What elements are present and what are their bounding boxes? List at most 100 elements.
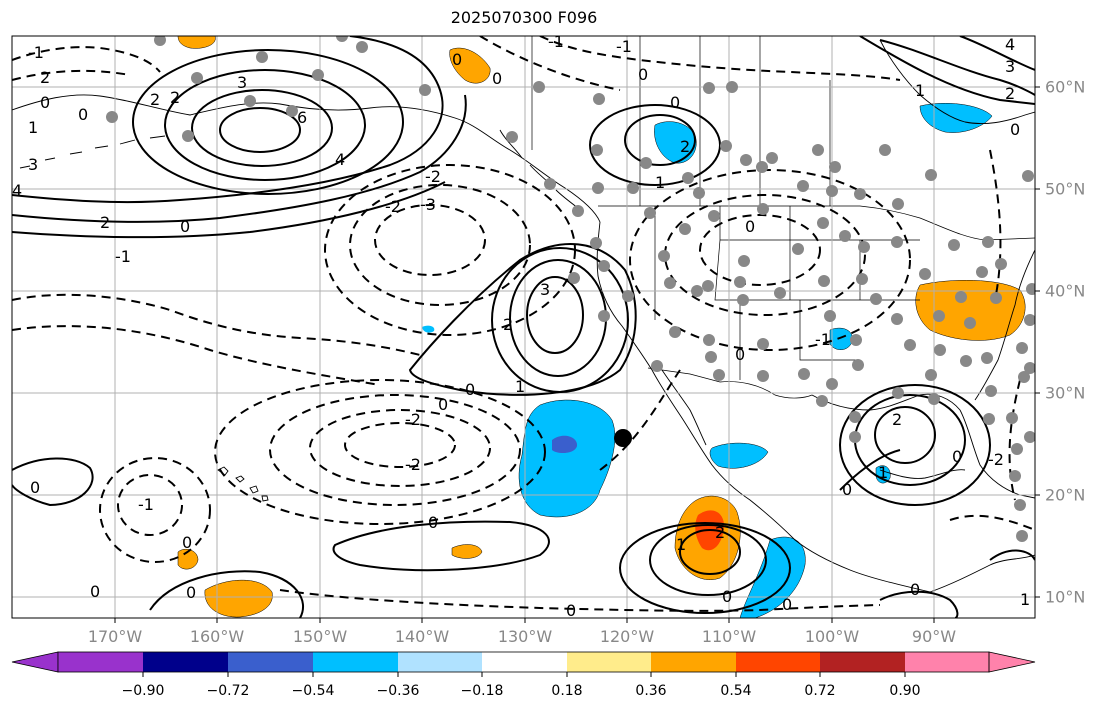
contour-high-offshore-1	[526, 276, 584, 354]
colorbar-extend-right	[988, 651, 1036, 673]
coast-gulf-california	[661, 369, 707, 446]
clabel-19: 2	[503, 315, 513, 334]
shade-orange-southwest	[204, 579, 273, 618]
shade-blue-canada	[919, 103, 993, 133]
colorbar-tick-label: 0.72	[804, 683, 836, 699]
colorbar	[11, 651, 1036, 677]
clabel-6: 0	[78, 105, 88, 124]
colorbar-segment-8	[651, 652, 736, 672]
coast-gulf-mexico	[811, 393, 1035, 499]
coast-hudson	[879, 39, 1035, 125]
colorbar-tick-label: −0.36	[376, 683, 420, 699]
colorbar-segment-11	[905, 652, 989, 672]
contour-high-alaska-2	[191, 89, 333, 167]
contour-high-alaska-4	[132, 49, 404, 195]
clabel-5: 3	[28, 155, 38, 174]
contour-low-ne-1	[539, 36, 901, 81]
clabel-34: 0	[782, 595, 792, 614]
clabel-48: 0	[638, 65, 648, 84]
clabel-52: 0	[492, 69, 502, 88]
contour-east-2	[859, 36, 1035, 105]
colorbar-segment-5	[398, 652, 482, 672]
colorbar-tick-label: −0.90	[121, 683, 165, 699]
contour-low-ne-2	[479, 36, 621, 91]
contour-gulf-0	[839, 449, 901, 491]
shade-blue-center	[518, 399, 616, 518]
contour-zero-southwest	[149, 570, 305, 618]
colorbar-segment-2	[143, 652, 228, 672]
coast-hawaii	[217, 466, 269, 502]
clabel-56: 1	[915, 81, 925, 100]
clabel-46: 0	[670, 93, 680, 112]
borders	[531, 36, 1035, 399]
coast-yucatan	[879, 469, 966, 479]
contour-low-alaska	[12, 46, 161, 73]
border-provinces	[639, 36, 831, 206]
border-canada-us	[598, 205, 1035, 241]
clabel-18: 3	[540, 280, 550, 299]
coast-aleutians	[19, 135, 166, 169]
colorbar-frame	[57, 651, 990, 673]
clabel-54: 3	[1005, 57, 1015, 76]
contour-west-1	[12, 457, 94, 507]
contour-low-east-2	[1008, 379, 1021, 501]
coast-baja	[651, 369, 931, 593]
contour-low-pacific-3	[324, 164, 576, 336]
contour-low-subtrop-2	[309, 409, 491, 487]
clabel-28: 0	[428, 513, 438, 532]
clabel-14: -1	[115, 247, 131, 266]
border-states-1	[654, 206, 920, 380]
lat-label-50n: 50°N	[1045, 179, 1086, 199]
clabel-3: 0	[40, 93, 50, 112]
colorbar-segment-3	[228, 652, 313, 672]
contour-high-alaska-1	[219, 107, 301, 153]
clabel-9: 3	[237, 73, 247, 92]
clabel-45: 1	[655, 173, 665, 192]
clabel-59: 0	[186, 583, 196, 602]
colorbar-tick-label: −0.54	[291, 683, 335, 699]
colorbar-segment-4	[313, 652, 398, 672]
clabel-42: 0	[745, 217, 755, 236]
shade-blue-gulf	[709, 442, 769, 469]
clabel-26: 0	[30, 478, 40, 497]
map-title: 2025070300 F096	[450, 8, 598, 27]
clabel-16: -3	[420, 195, 436, 214]
contour-low-us-2	[664, 194, 866, 316]
clabel-7: 2	[150, 90, 160, 109]
contour-east-south	[879, 590, 959, 618]
lat-label-10n: 10°N	[1045, 587, 1086, 607]
clabel-1: -1	[28, 43, 44, 62]
axis-ticks	[114, 86, 1040, 623]
contour-high-alaska-3	[164, 69, 366, 181]
lat-label-30n: 30°N	[1045, 383, 1086, 403]
clabel-50: -1	[548, 32, 564, 51]
clabel-13: 0	[180, 217, 190, 236]
map-panel: -1 2 0 1 3 0 2 2 3 6 4 2 0 -1 -2 -3 -2 3…	[12, 32, 1035, 618]
location-marker	[614, 429, 632, 447]
clabel-27: 0	[182, 533, 192, 552]
contour-east-3	[959, 36, 1035, 71]
colorbar-segment-6	[482, 652, 567, 672]
contour-low-subtrop-3	[269, 394, 521, 506]
clabel-49: -1	[616, 37, 632, 56]
colorbar-segment-7	[567, 652, 651, 672]
clabel-40: 0	[952, 447, 962, 466]
contour-low-subtrop-4	[214, 379, 546, 525]
colorbar-segment-10	[820, 652, 905, 672]
contour-low-south	[279, 589, 881, 612]
colorbar-tick-label: 0.18	[551, 683, 583, 699]
clabel-36: 1	[1020, 590, 1030, 609]
lon-label-130w: 130°W	[497, 627, 553, 646]
lon-label-90w: 90°W	[911, 627, 957, 646]
contour-high-bc-2	[589, 104, 721, 186]
clabel-55: 2	[1005, 84, 1015, 103]
clabel-24: -2	[405, 455, 421, 474]
contour-high-alaska-6	[12, 94, 467, 223]
lon-label-100w: 100°W	[804, 627, 860, 646]
contour-high-gulf-3	[839, 384, 991, 506]
border-us-mexico	[647, 367, 813, 399]
clabel-12: 2	[100, 213, 110, 232]
contour-low-pacific-1	[374, 204, 486, 276]
lon-label-150w: 150°W	[292, 627, 348, 646]
clabel-44: 0	[735, 345, 745, 364]
